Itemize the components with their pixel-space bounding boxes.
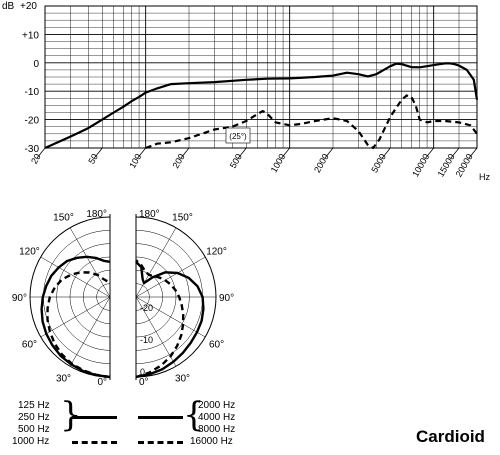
x-tick-label: 100 [127, 152, 143, 170]
polar-ring-labels: -20 -10 0 [140, 303, 153, 377]
polar-ring-label: -10 [140, 335, 153, 345]
x-tick-mark [36, 147, 46, 159]
angle-annotation-text: (25°) [229, 132, 247, 141]
x-tick-label: 500 [228, 152, 244, 170]
y-tick-label: +10 [22, 30, 39, 41]
y-tick-label: 0 [33, 59, 39, 70]
y-tick-label: -30 [25, 144, 40, 155]
polar-angle-label: 120° [19, 247, 40, 258]
x-tick-label: 50 [86, 152, 100, 166]
polar-ring-label: 0 [140, 367, 145, 377]
y-tick-labels: +20 +10 0 -10 -20 -30 [20, 1, 39, 155]
legend-left-solid-line [72, 416, 117, 419]
angle-annotation: (25°) [225, 127, 251, 144]
y-tick-label: -20 [25, 116, 40, 127]
polar-angle-label: 90° [12, 293, 27, 304]
polar-spoke [69, 227, 111, 298]
legend-left-dashed-line [72, 441, 117, 444]
response-curve-solid [44, 62, 479, 150]
legend-right-brace: { [183, 395, 205, 435]
legend-left-freq-3: 500 Hz [18, 424, 50, 435]
legend-right-freq-1: 2000 Hz [198, 400, 236, 411]
legend-right-dashed-line [138, 441, 183, 444]
x-tick-mark [324, 147, 334, 159]
polar-angle-label: 180° [86, 209, 107, 220]
x-tick-label: 2000 [312, 152, 331, 174]
x-tick-label: 200 [171, 152, 187, 170]
polar-spoke [135, 296, 177, 367]
polar-angle-label: 60° [209, 340, 224, 351]
x-tick-mark [425, 147, 434, 159]
polar-spoke [69, 296, 111, 367]
polar-angle-label: 150° [53, 212, 74, 223]
polar-angle-labels: 180° 180° 150° 150° 120° 120° 90° 90° 60° 60° 30° 3… [12, 209, 234, 388]
polar-series [40, 255, 205, 379]
x-tick-label: 1000 [269, 152, 288, 174]
legend-left-brace: } [60, 395, 82, 435]
frequency-series [44, 62, 479, 150]
polar-curve-left-dashed [46, 271, 111, 379]
x-tick-label: 5000 [369, 152, 388, 174]
polar-legend: 125 Hz 250 Hz 500 Hz } 1000 Hz { 2000 Hz… [0, 392, 260, 452]
x-tick-mark [450, 147, 460, 159]
legend-right-solid-line [138, 416, 183, 419]
polar-spoke [40, 256, 111, 298]
polar-angle-label: 60° [22, 340, 37, 351]
polar-angle-label: 150° [172, 212, 193, 223]
x-tick-label: 10000 [410, 152, 431, 179]
x-tick-mark [137, 147, 146, 159]
legend-right-freq-4: 16000 Hz [190, 436, 233, 447]
polar-angle-label: 30° [56, 374, 71, 385]
polar-angle-label: 120° [206, 247, 227, 258]
polar-curve-right-dashed [135, 259, 185, 379]
frequency-grid [44, 5, 478, 149]
polar-spoke [135, 227, 177, 298]
polar-pattern-label: Cardioid [416, 427, 485, 446]
y-tick-label: -10 [25, 87, 40, 98]
legend-right-freq-2: 4000 Hz [198, 412, 236, 423]
legend-left-freq-1: 125 Hz [18, 400, 50, 411]
x-tick-mark [281, 147, 290, 159]
polar-spoke [40, 296, 111, 338]
polar-ring-label: -20 [140, 303, 153, 313]
response-curve-dashed [145, 94, 478, 150]
x-tick-mark [237, 147, 247, 159]
polar-spoke [135, 256, 206, 298]
x-tick-mark [180, 147, 190, 159]
x-axis-label: Hz [479, 172, 490, 182]
polar-grid [29, 214, 217, 380]
legend-left-freq-4: 1000 Hz [12, 436, 50, 447]
x-tick-label: 20 [29, 152, 43, 166]
polar-curve-right-solid [135, 260, 205, 379]
frequency-response-chart: +20 +10 0 -10 -20 -30 20 50 100 200 500 1000 2000 50… [2, 1, 490, 182]
y-axis-label: dB [2, 1, 15, 12]
polar-angle-label: 90° [219, 293, 234, 304]
legend-left-freq-2: 250 Hz [18, 412, 50, 423]
polar-angle-label: 30° [175, 374, 190, 385]
x-tick-label: 20000 [454, 152, 475, 179]
polar-angle-label: 0° [97, 377, 107, 388]
polar-pattern-chart: 180° 180° 150° 150° 120° 120° 90° 90° 60° 60° 30° 3… [12, 209, 234, 388]
polar-angle-label: 0° [139, 377, 149, 388]
legend-right-freq-3: 8000 Hz [198, 424, 236, 435]
polar-spoke [135, 296, 206, 338]
x-tick-mark [381, 147, 391, 159]
y-tick-label: +20 [20, 1, 37, 12]
polar-angle-label: 180° [139, 209, 160, 220]
x-tick-mark [93, 147, 103, 159]
x-tick-mark [468, 147, 478, 159]
